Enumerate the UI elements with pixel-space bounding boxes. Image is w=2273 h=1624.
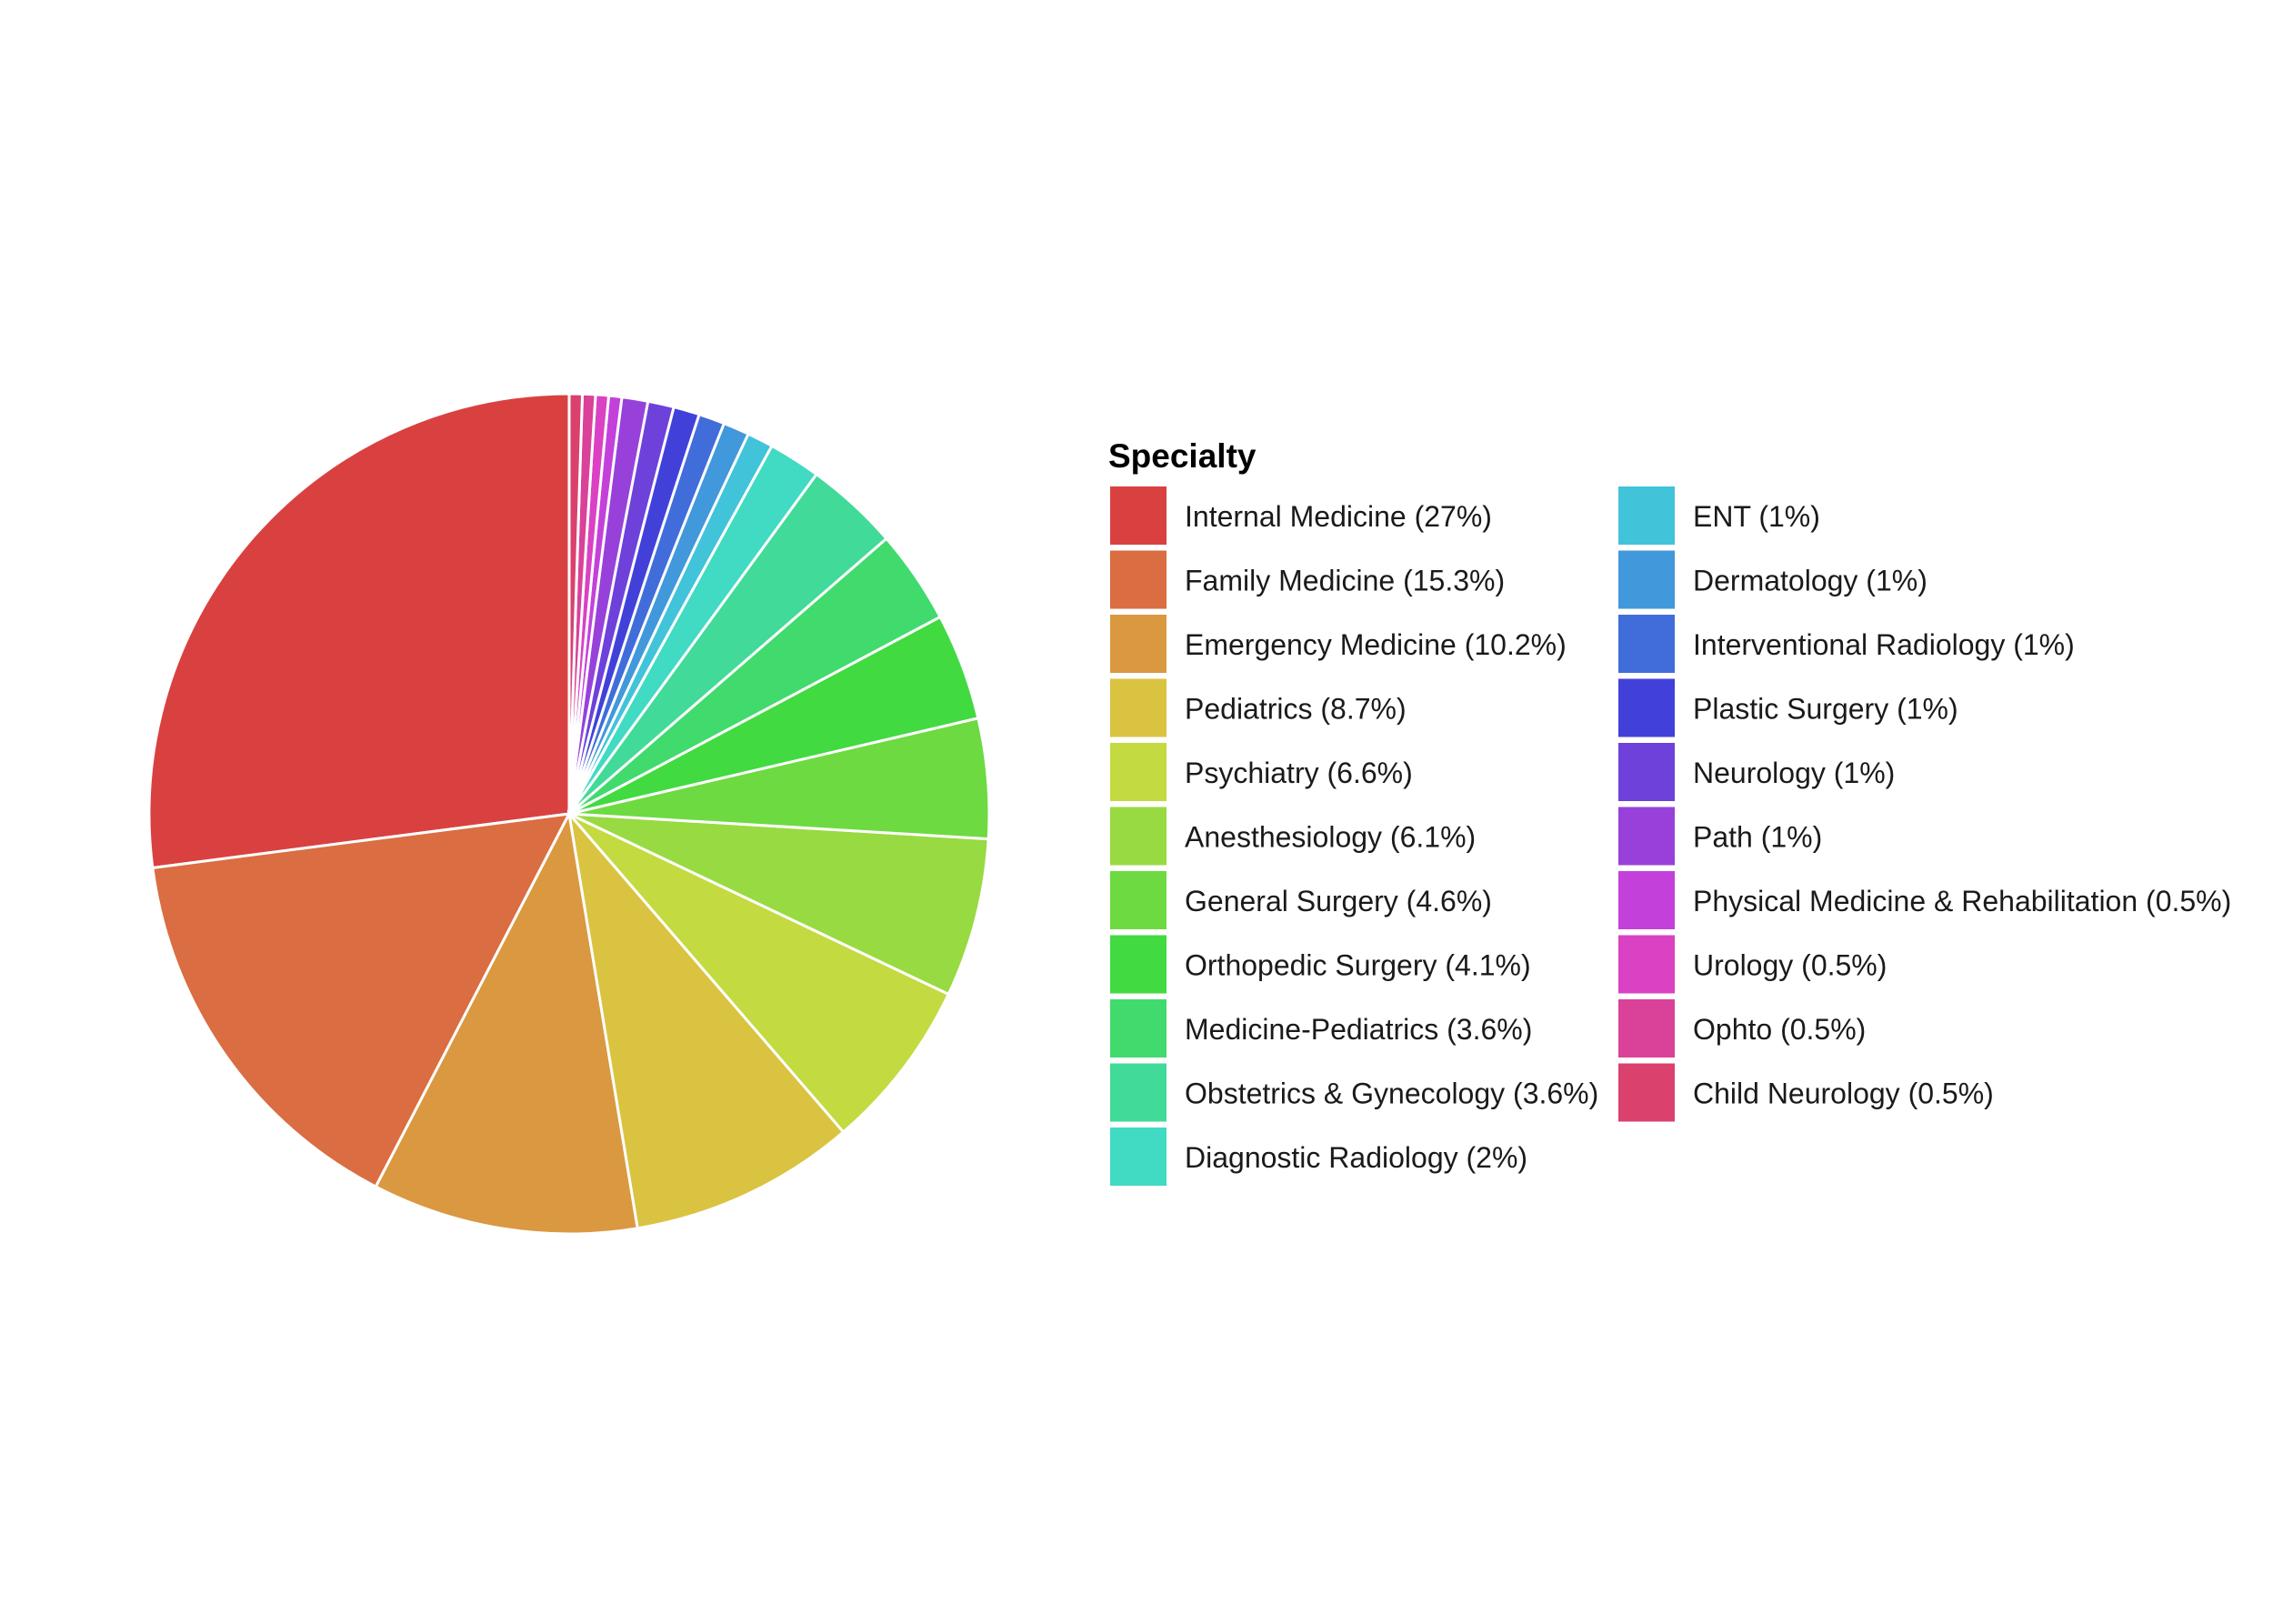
pie-slice-emergency-medicine — [374, 809, 640, 1236]
legend-swatch — [1618, 999, 1675, 1058]
legend-item: Anesthesiology (6.1%) — [1110, 807, 1476, 866]
legend-items: Internal Medicine (27%) Family Medicine (… — [1110, 486, 2231, 1186]
legend-item: Emergency Medicine (10.2%) — [1110, 615, 1567, 673]
legend-swatch — [1618, 1063, 1675, 1122]
pie-slice-psychiatry — [567, 812, 951, 1135]
legend-swatch — [1110, 1128, 1167, 1186]
legend-item: Medicine-Pediatrics (3.6%) — [1110, 999, 1532, 1058]
legend-label: Ophto (0.5%) — [1693, 1013, 1866, 1046]
legend-item: Obstetrics & Gynecology (3.6%) — [1110, 1063, 1598, 1122]
legend-item: Neurology (1%) — [1618, 743, 1895, 801]
legend-item: Plastic Surgery (1%) — [1618, 678, 1958, 737]
legend-label: General Surgery (4.6%) — [1185, 885, 1492, 917]
legend-swatch — [1110, 999, 1167, 1058]
legend-item: Child Neurology (0.5%) — [1618, 1063, 1994, 1122]
legend-swatch — [1618, 678, 1675, 737]
legend-swatch — [1110, 743, 1167, 801]
legend-label: Pediatrics (8.7%) — [1185, 693, 1407, 726]
legend-title: Specialty — [1108, 437, 1257, 475]
legend-item: Urology (0.5%) — [1618, 935, 1887, 994]
legend-item: Orthopedic Surgery (4.1%) — [1110, 935, 1531, 994]
legend-item: Ophto (0.5%) — [1618, 999, 1866, 1058]
legend-label: Urology (0.5%) — [1693, 949, 1887, 982]
legend-swatch — [1110, 615, 1167, 673]
legend-label: ENT (1%) — [1693, 500, 1820, 533]
legend-label: Emergency Medicine (10.2%) — [1185, 628, 1567, 661]
pie-slice-pediatrics — [566, 808, 846, 1230]
pie-slices — [147, 392, 991, 1236]
legend-swatch — [1618, 935, 1675, 994]
legend-swatch — [1110, 807, 1167, 866]
legend: Specialty Internal Medicine (27%) Family … — [1108, 437, 2231, 1186]
legend-swatch — [1110, 871, 1167, 929]
pie-slice-child-neurology — [567, 392, 585, 815]
legend-item: Family Medicine (15.3%) — [1110, 550, 1505, 609]
legend-label: Physical Medicine & Rehabilitation (0.5%… — [1693, 885, 2231, 917]
legend-label: Medicine-Pediatrics (3.6%) — [1185, 1013, 1532, 1046]
legend-swatch — [1618, 871, 1675, 929]
legend-swatch — [1618, 550, 1675, 609]
legend-label: Plastic Surgery (1%) — [1693, 693, 1958, 726]
legend-label: Neurology (1%) — [1693, 757, 1895, 789]
legend-label: Dermatology (1%) — [1693, 565, 1928, 597]
legend-item: ENT (1%) — [1618, 486, 1820, 545]
legend-label: Path (1%) — [1693, 821, 1822, 854]
legend-swatch — [1618, 743, 1675, 801]
legend-swatch — [1110, 486, 1167, 545]
legend-swatch — [1618, 807, 1675, 866]
legend-swatch — [1618, 615, 1675, 673]
legend-item: Path (1%) — [1618, 807, 1822, 866]
legend-item: Interventional Radiology (1%) — [1618, 615, 2075, 673]
legend-item: Dermatology (1%) — [1618, 550, 1928, 609]
legend-swatch — [1110, 550, 1167, 609]
legend-label: Interventional Radiology (1%) — [1693, 628, 2075, 661]
legend-swatch — [1618, 486, 1675, 545]
legend-swatch — [1110, 678, 1167, 737]
pie-slice-family-medicine — [151, 812, 572, 1189]
legend-swatch — [1110, 935, 1167, 994]
legend-item: Internal Medicine (27%) — [1110, 486, 1492, 545]
pie-slice-internal-medicine — [147, 392, 571, 870]
legend-label: Obstetrics & Gynecology (3.6%) — [1185, 1078, 1598, 1110]
legend-item: General Surgery (4.6%) — [1110, 871, 1492, 929]
legend-label: Anesthesiology (6.1%) — [1185, 821, 1476, 854]
pie-slice-anesthesiology — [568, 812, 990, 997]
legend-item: Diagnostic Radiology (2%) — [1110, 1128, 1527, 1186]
legend-swatch — [1110, 1063, 1167, 1122]
legend-label: Child Neurology (0.5%) — [1693, 1078, 1994, 1110]
legend-label: Orthopedic Surgery (4.1%) — [1185, 949, 1531, 982]
legend-item: Physical Medicine & Rehabilitation (0.5%… — [1618, 871, 2231, 929]
legend-label: Diagnostic Radiology (2%) — [1185, 1141, 1527, 1174]
legend-item: Psychiatry (6.6%) — [1110, 743, 1413, 801]
legend-label: Psychiatry (6.6%) — [1185, 757, 1413, 789]
legend-label: Family Medicine (15.3%) — [1185, 565, 1505, 597]
legend-item: Pediatrics (8.7%) — [1110, 678, 1407, 737]
legend-label: Internal Medicine (27%) — [1185, 500, 1492, 533]
